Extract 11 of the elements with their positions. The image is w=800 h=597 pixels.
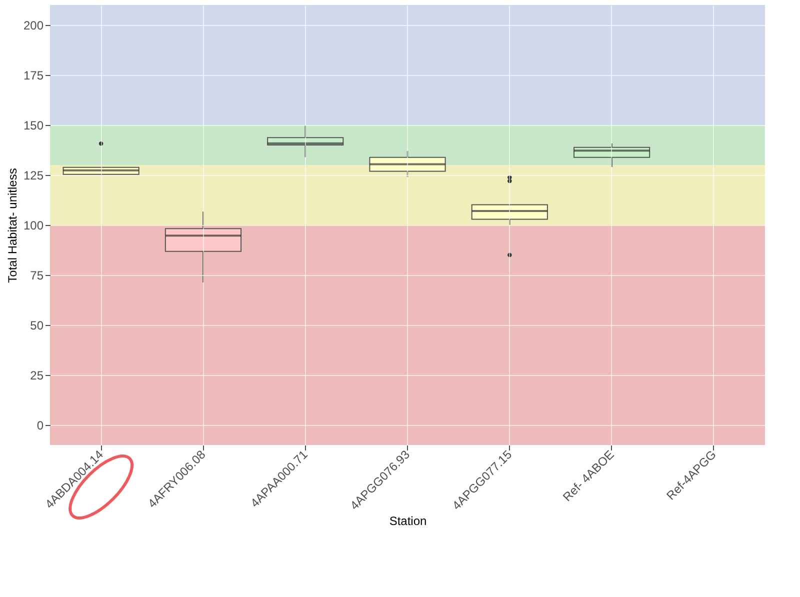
y-tick-label: 100 (23, 218, 44, 232)
y-tick-label: 200 (23, 18, 44, 32)
y-tick-label: 150 (23, 118, 44, 132)
y-tick-label: 0 (36, 418, 44, 432)
y-tick-label: 175 (23, 68, 44, 82)
y-tick-label: 25 (30, 368, 44, 382)
y-axis-title: Total Habitat- unitless (5, 168, 20, 283)
x-axis-title: Station (389, 514, 427, 528)
y-tick-label: 125 (23, 168, 44, 182)
y-tick-label: 50 (30, 318, 44, 332)
y-tick-label: 75 (30, 268, 44, 282)
